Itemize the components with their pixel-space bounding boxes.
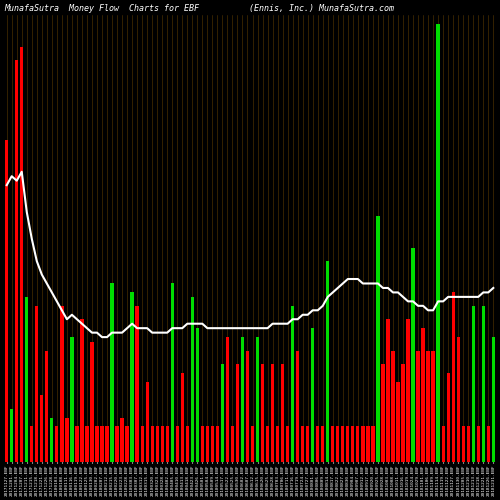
Bar [130,292,134,462]
Bar [341,426,344,462]
Bar [156,426,159,462]
Bar [261,364,264,462]
Bar [236,364,239,462]
Bar [60,306,64,462]
Bar [336,426,340,462]
Bar [392,350,394,462]
Bar [176,426,179,462]
Bar [432,350,434,462]
Bar [86,426,88,462]
Bar [412,248,414,462]
Bar [210,426,214,462]
Bar [466,426,470,462]
Bar [20,46,24,462]
Bar [40,395,43,462]
Bar [356,426,360,462]
Bar [55,426,58,462]
Bar [90,342,94,462]
Bar [120,418,124,462]
Bar [200,426,204,462]
Bar [246,350,249,462]
Bar [286,426,290,462]
Bar [271,364,274,462]
Bar [136,306,139,462]
Bar [30,426,34,462]
Bar [206,426,209,462]
Bar [150,426,154,462]
Bar [476,426,480,462]
Bar [70,337,74,462]
Bar [160,426,164,462]
Bar [5,140,8,462]
Bar [25,297,28,462]
Bar [456,337,460,462]
Bar [216,426,219,462]
Bar [331,426,334,462]
Bar [226,337,229,462]
Bar [221,364,224,462]
Bar [346,426,350,462]
Bar [382,364,384,462]
Bar [180,373,184,462]
Bar [291,306,294,462]
Bar [366,426,370,462]
Bar [351,426,354,462]
Bar [96,426,98,462]
Bar [376,216,380,462]
Bar [110,284,114,462]
Bar [106,426,108,462]
Bar [306,426,310,462]
Bar [116,426,118,462]
Text: MunafaSutra  Money Flow  Charts for EBF          (Ennis, Inc.) MunafaSutra.com: MunafaSutra Money Flow Charts for EBF (E… [4,4,394,13]
Bar [76,426,78,462]
Bar [426,350,430,462]
Bar [416,350,420,462]
Bar [396,382,400,462]
Bar [66,418,68,462]
Bar [402,364,404,462]
Bar [442,426,445,462]
Bar [166,426,169,462]
Bar [266,426,269,462]
Bar [422,328,424,462]
Bar [45,350,48,462]
Bar [170,284,174,462]
Bar [251,426,254,462]
Bar [15,60,18,462]
Bar [472,306,475,462]
Bar [281,364,284,462]
Bar [321,426,324,462]
Bar [190,297,194,462]
Bar [492,337,495,462]
Bar [100,426,103,462]
Bar [316,426,320,462]
Bar [241,337,244,462]
Bar [462,426,465,462]
Bar [146,382,149,462]
Bar [482,306,485,462]
Bar [186,426,189,462]
Bar [276,426,279,462]
Bar [486,426,490,462]
Bar [35,306,38,462]
Bar [326,261,330,462]
Bar [140,426,144,462]
Bar [386,319,390,462]
Bar [311,328,314,462]
Bar [452,292,455,462]
Bar [126,426,128,462]
Bar [296,350,300,462]
Bar [231,426,234,462]
Bar [361,426,364,462]
Bar [50,418,53,462]
Bar [372,426,374,462]
Bar [436,24,440,462]
Bar [301,426,304,462]
Bar [406,319,410,462]
Bar [80,319,84,462]
Bar [10,408,14,462]
Bar [446,373,450,462]
Bar [196,328,199,462]
Bar [256,337,259,462]
